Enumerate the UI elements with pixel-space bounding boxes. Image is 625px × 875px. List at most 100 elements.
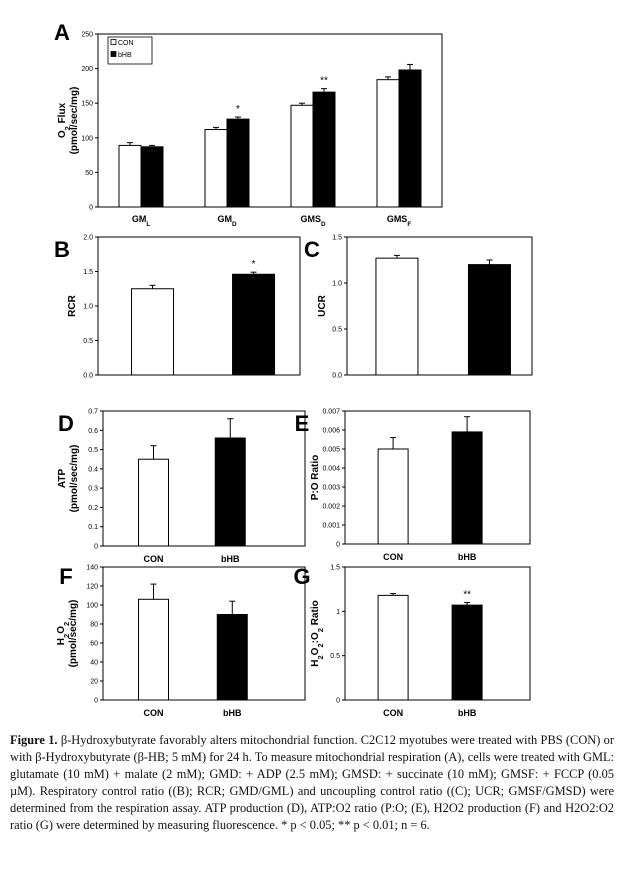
x-tick-label: GML [132, 214, 151, 228]
figure-caption: Figure 1. β-Hydroxybutyrate favorably al… [10, 732, 614, 834]
y-tick-label: 0.006 [322, 428, 340, 435]
plot-frame [102, 566, 306, 701]
y-tick-label: 140 [86, 565, 98, 572]
x-tick-label: bHB [458, 552, 477, 562]
bar-con [377, 594, 409, 701]
panel-letter: E [295, 411, 310, 436]
y-tick-label: 40 [90, 660, 98, 667]
bar-con [138, 598, 169, 701]
bar-bhb-gmsd [312, 91, 336, 208]
x-tick-label: bHB [221, 554, 240, 564]
bar-con-gmsf [376, 79, 400, 208]
y-axis-label: ATP [57, 469, 68, 489]
x-tick-label: GMSD [300, 214, 326, 228]
panel-letter: G [293, 564, 310, 589]
x-tick-label: GMSF [387, 214, 412, 228]
y-tick-label: 0 [336, 698, 340, 705]
y-tick-label: 1 [336, 609, 340, 616]
y-tick-label: 0.2 [88, 505, 98, 512]
panel-b: B 0.0 0.5 1.0 1.5 2.0 * [54, 235, 301, 380]
y-tick-label: 0.003 [322, 485, 340, 492]
y-tick-label: 0.007 [322, 409, 340, 416]
plot-frame [344, 566, 531, 701]
y-tick-label: 0 [89, 205, 93, 212]
y-tick-label: 2.0 [83, 235, 93, 242]
y-tick-label: 150 [81, 101, 93, 108]
plot-frame [344, 410, 531, 545]
y-tick-label: 1.0 [332, 281, 342, 288]
y-tick-label: 1.5 [330, 565, 340, 572]
panel-e: E 0 0.001 0.002 0.003 0.004 0.005 0.006 0.007 CON… [295, 409, 531, 562]
panel-c: C 0.0 0.5 1.0 1.5 [304, 235, 533, 380]
y-axis-label: UCR [317, 294, 328, 316]
y-tick-label: 0.5 [88, 447, 98, 454]
y-tick-label: 0.6 [88, 428, 98, 435]
y-tick-label: 0.004 [322, 466, 340, 473]
y-tick-label: 0 [94, 544, 98, 551]
bar-bhb [467, 264, 511, 376]
legend: CON bHB [107, 36, 153, 65]
y-tick-label: 1.5 [332, 235, 342, 242]
y-tick-label: 0.0 [332, 373, 342, 380]
y-tick-label: 20 [90, 679, 98, 686]
panel-letter: B [54, 237, 70, 262]
panel-letter: C [304, 237, 320, 262]
significance-marker: ** [320, 76, 328, 87]
panel-g: G 0 0.5 1 1.5 CON ** bHB [293, 564, 531, 718]
bar-bhb [216, 614, 248, 701]
y-axis-label: RCR [67, 294, 78, 316]
y-axis-label: H2O2 [56, 622, 71, 645]
y-tick-label: 0.005 [322, 447, 340, 454]
y-tick-label: 0.3 [88, 486, 98, 493]
bar-con [138, 458, 169, 547]
x-tick-label: GMD [217, 214, 237, 228]
y-tick-label: 0.4 [88, 466, 98, 473]
plot-frame [346, 236, 533, 376]
y-tick-label: 50 [85, 170, 93, 177]
bar-bhb-gmd [226, 118, 250, 208]
y-axis-label-unit: (pmol/sec/mg) [69, 445, 80, 513]
y-tick-label: 100 [86, 603, 98, 610]
bar-bhb-gml [140, 146, 164, 208]
x-tick-label: CON [383, 708, 403, 718]
y-tick-label: 0.5 [330, 653, 340, 660]
panel-d: D 0 0.1 0.2 0.3 0.4 0.5 0.6 0.7 CON bHB [58, 409, 306, 564]
x-tick-label: CON [144, 554, 164, 564]
y-tick-label: 1.5 [83, 269, 93, 276]
y-tick-label: 0 [336, 542, 340, 549]
significance-marker: * [236, 104, 240, 115]
x-tick-label: bHB [223, 708, 242, 718]
panel-letter: D [58, 411, 74, 436]
legend-label: CON [118, 40, 134, 47]
y-tick-label: 0.1 [88, 524, 98, 531]
bar-con-gmd [204, 128, 228, 208]
y-tick-label: 0.002 [322, 504, 340, 511]
y-tick-label: 1.0 [83, 304, 93, 311]
plot-frame [102, 410, 306, 547]
y-tick-label: 120 [86, 584, 98, 591]
y-axis-label-unit: (pmol/sec/mg) [68, 600, 79, 668]
y-axis-label: O2 Flux [57, 102, 72, 138]
y-tick-label: 80 [90, 622, 98, 629]
y-tick-label: 250 [81, 32, 93, 39]
bar-bhb [214, 437, 246, 547]
bar-bhb-gmsf [398, 69, 422, 208]
caption-label: Figure 1. [10, 733, 58, 747]
bar-con [131, 288, 175, 376]
bar-con-gml [118, 144, 142, 208]
bar-con [375, 257, 419, 376]
x-tick-label: CON [144, 708, 164, 718]
y-tick-label: 200 [81, 66, 93, 73]
x-tick-label: CON [383, 552, 403, 562]
y-tick-label: 0.5 [83, 338, 93, 345]
y-tick-label: 0.7 [88, 409, 98, 416]
legend-swatch [110, 51, 117, 57]
y-axis-label: H2O2:O2 Ratio [310, 600, 325, 666]
bar-con [377, 448, 409, 545]
significance-marker: ** [463, 589, 471, 600]
y-tick-label: 0.0 [83, 373, 93, 380]
bar-bhb [451, 431, 483, 545]
panel-f: F 0 20 40 60 80 100 120 140 CON bHB [59, 564, 306, 718]
